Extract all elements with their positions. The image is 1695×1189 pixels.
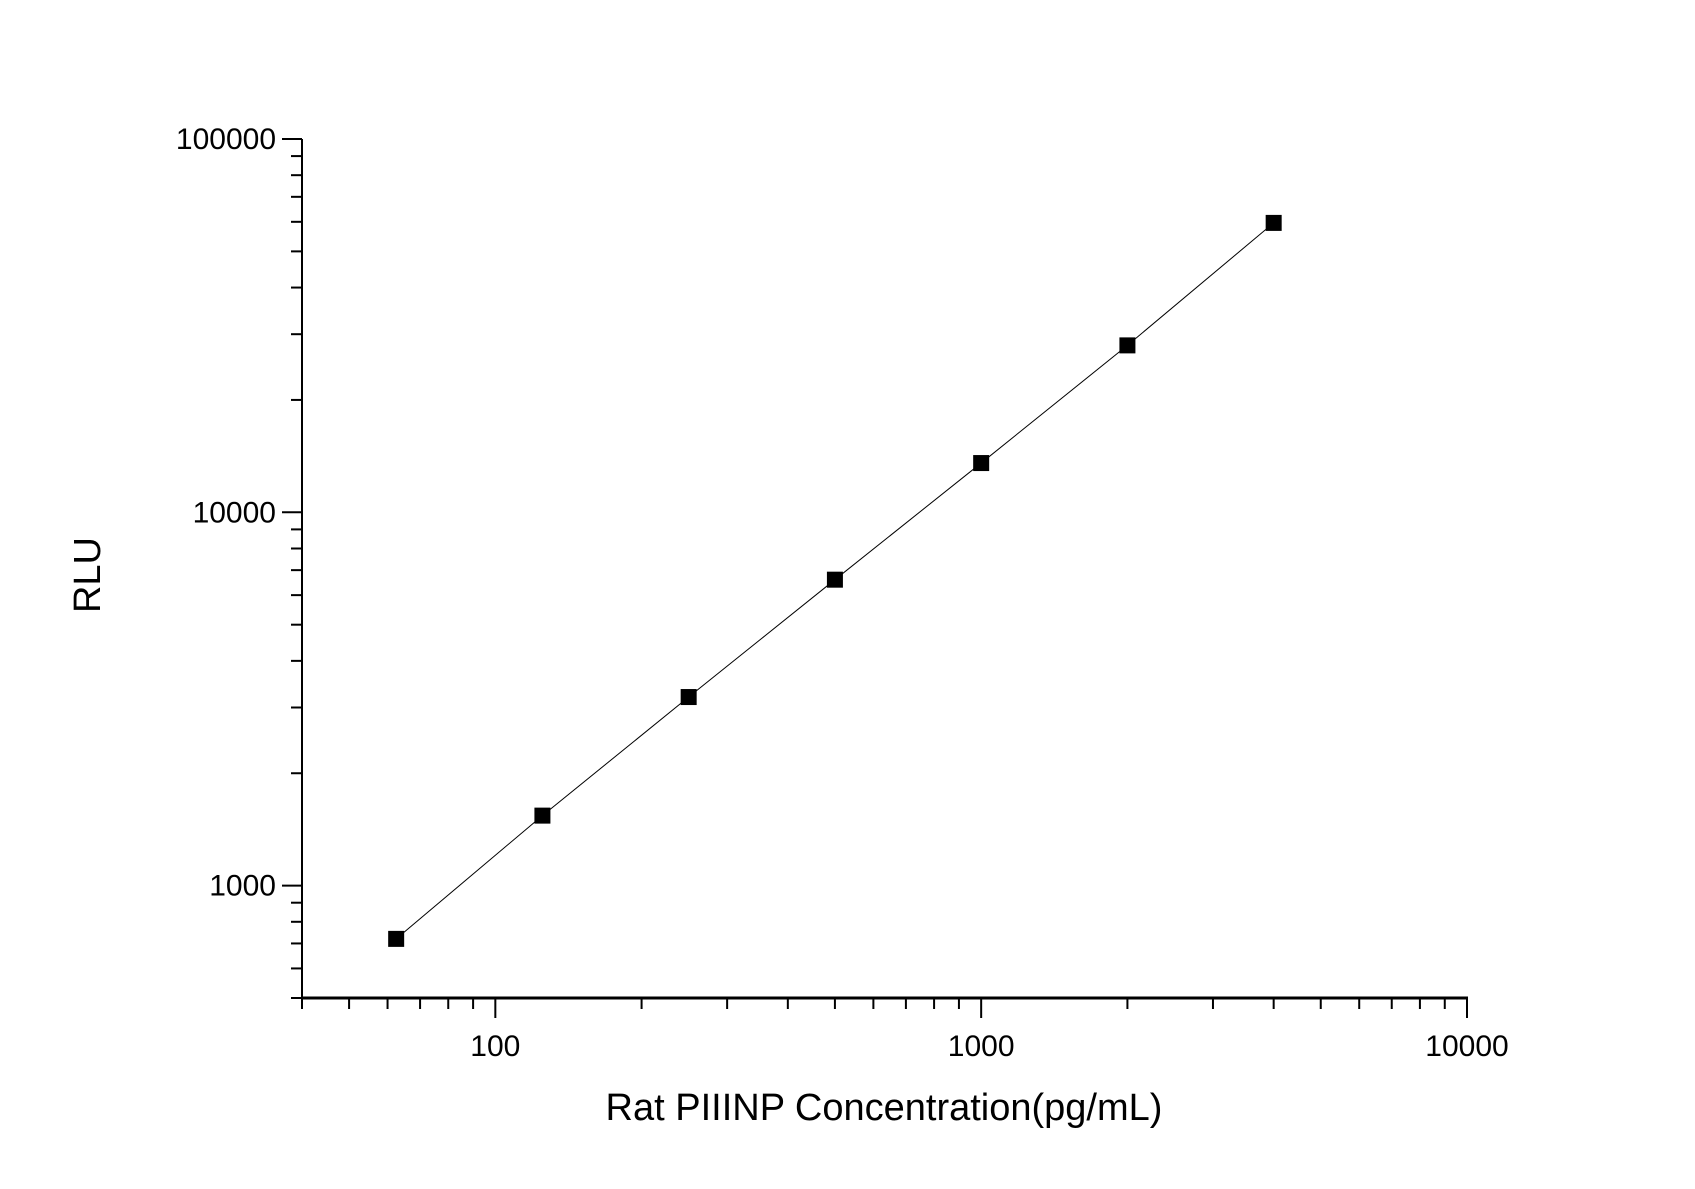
x-axis-label: Rat PIIINP Concentration(pg/mL): [606, 1087, 1163, 1129]
x-tick-label: 100: [470, 1030, 520, 1063]
data-point: [534, 807, 551, 824]
y-tick-label: 100000: [176, 123, 276, 156]
plot-area: [388, 214, 1282, 947]
data-point: [973, 455, 990, 472]
x-tick-label: 1000: [948, 1030, 1015, 1063]
ticks: 100 1000 10000 1000 10000 100000: [176, 123, 1509, 1063]
axes: [301, 139, 1468, 1000]
data-point: [388, 930, 405, 947]
data-point: [680, 689, 697, 706]
x-tick-label: 10000: [1425, 1030, 1508, 1063]
data-point: [826, 571, 843, 588]
y-axis-label: RLU: [67, 537, 109, 613]
data-point: [1265, 214, 1282, 231]
y-tick-label: 10000: [193, 496, 276, 529]
y-tick-label: 1000: [209, 870, 276, 903]
data-point: [1119, 337, 1136, 354]
